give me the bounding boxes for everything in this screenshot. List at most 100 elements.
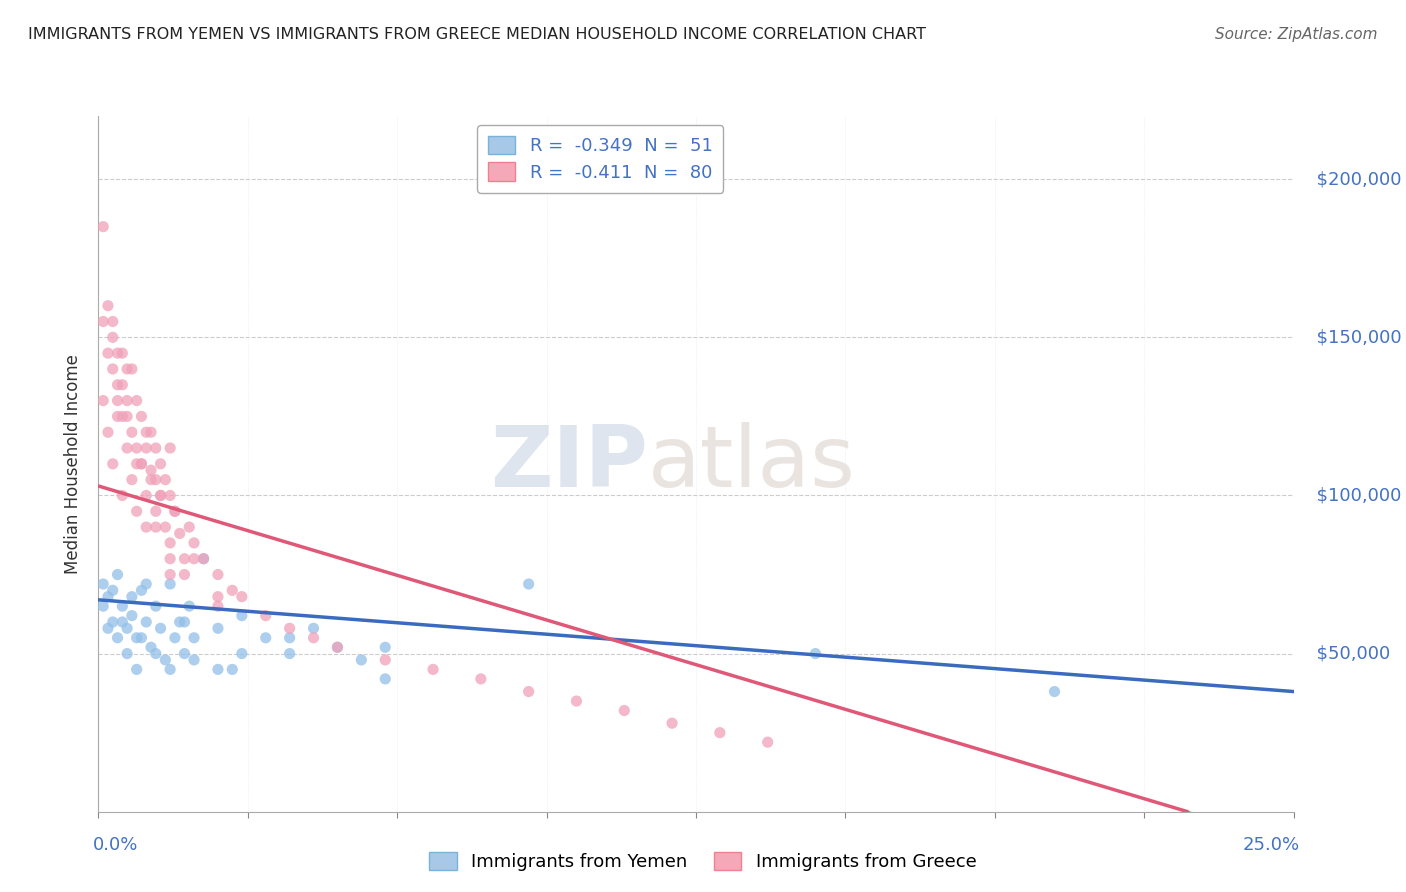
Text: IMMIGRANTS FROM YEMEN VS IMMIGRANTS FROM GREECE MEDIAN HOUSEHOLD INCOME CORRELAT: IMMIGRANTS FROM YEMEN VS IMMIGRANTS FROM… [28, 27, 927, 42]
Point [1043, 684, 1066, 698]
Point [135, 425, 157, 440]
Point [159, 441, 181, 455]
Point [254, 608, 277, 623]
Point [517, 577, 540, 591]
Point [254, 631, 277, 645]
Text: ZIP: ZIP [491, 422, 648, 506]
Point [278, 621, 301, 635]
Point [155, 653, 177, 667]
Point [231, 647, 253, 661]
Point [159, 577, 181, 591]
Point [302, 621, 325, 635]
Point [97, 346, 120, 360]
Point [207, 590, 229, 604]
Point [207, 662, 229, 676]
Point [139, 463, 162, 477]
Point [163, 504, 186, 518]
Point [139, 425, 162, 440]
Point [278, 647, 301, 661]
Point [145, 441, 167, 455]
Point [193, 551, 215, 566]
Point [422, 662, 444, 676]
Point [111, 599, 134, 614]
Point [159, 536, 181, 550]
Point [125, 662, 148, 676]
Point [101, 615, 124, 629]
Point [145, 520, 167, 534]
Point [159, 488, 181, 502]
Text: 25.0%: 25.0% [1243, 836, 1299, 854]
Point [231, 590, 253, 604]
Point [139, 473, 162, 487]
Y-axis label: Median Household Income: Median Household Income [65, 354, 83, 574]
Point [221, 662, 243, 676]
Point [278, 631, 301, 645]
Point [115, 393, 138, 408]
Point [804, 647, 827, 661]
Text: $50,000: $50,000 [1305, 645, 1391, 663]
Point [149, 488, 172, 502]
Point [173, 551, 195, 566]
Point [121, 608, 143, 623]
Point [121, 362, 143, 376]
Point [207, 599, 229, 614]
Point [159, 551, 181, 566]
Text: 0.0%: 0.0% [93, 836, 138, 854]
Point [183, 536, 205, 550]
Point [756, 735, 779, 749]
Legend: R =  -0.349  N =  51, R =  -0.411  N =  80: R = -0.349 N = 51, R = -0.411 N = 80 [477, 125, 724, 193]
Point [115, 441, 138, 455]
Point [125, 441, 148, 455]
Point [135, 520, 157, 534]
Point [207, 567, 229, 582]
Point [207, 621, 229, 635]
Point [565, 694, 588, 708]
Point [173, 647, 195, 661]
Point [179, 520, 201, 534]
Point [350, 653, 373, 667]
Text: $150,000: $150,000 [1305, 328, 1402, 346]
Point [326, 640, 349, 655]
Point [101, 362, 124, 376]
Point [111, 488, 134, 502]
Point [111, 615, 134, 629]
Point [374, 640, 396, 655]
Point [139, 640, 162, 655]
Text: atlas: atlas [648, 422, 856, 506]
Point [183, 631, 205, 645]
Point [101, 314, 124, 328]
Point [101, 583, 124, 598]
Text: $200,000: $200,000 [1305, 170, 1402, 188]
Point [97, 425, 120, 440]
Point [221, 583, 243, 598]
Point [125, 504, 148, 518]
Point [173, 615, 195, 629]
Point [179, 599, 201, 614]
Point [131, 409, 153, 424]
Point [91, 219, 114, 234]
Point [91, 577, 114, 591]
Point [709, 725, 731, 739]
Point [91, 314, 114, 328]
Point [115, 362, 138, 376]
Point [101, 330, 124, 344]
Point [91, 599, 114, 614]
Point [107, 377, 129, 392]
Point [101, 457, 124, 471]
Point [145, 599, 167, 614]
Point [155, 473, 177, 487]
Point [155, 520, 177, 534]
Point [121, 425, 143, 440]
Point [115, 409, 138, 424]
Point [111, 346, 134, 360]
Point [145, 647, 167, 661]
Point [111, 377, 134, 392]
Point [613, 704, 636, 718]
Point [107, 393, 129, 408]
Point [169, 526, 191, 541]
Point [326, 640, 349, 655]
Point [121, 473, 143, 487]
Point [183, 653, 205, 667]
Point [131, 457, 153, 471]
Point [107, 409, 129, 424]
